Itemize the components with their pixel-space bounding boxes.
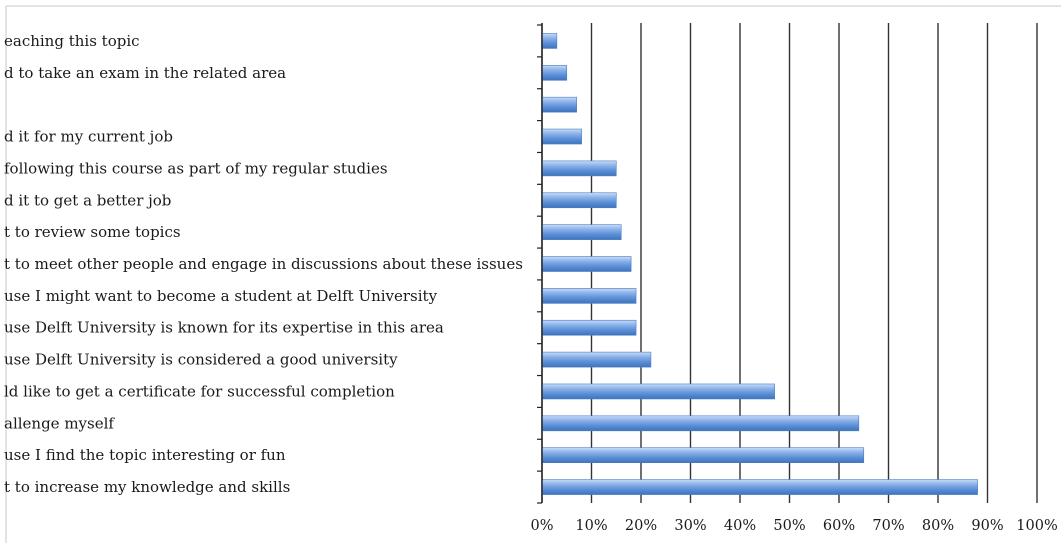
x-tick-label: 80% (922, 518, 954, 534)
category-label: t to review some topics (4, 223, 181, 241)
category-label: use I find the topic interesting or fun (4, 446, 286, 464)
category-label: t to meet other people and engage in dis… (4, 255, 523, 273)
x-tick-labels: 0% 10% 20% 30% 40% 50% 60% 70% 80% 90% 100% (530, 518, 1057, 534)
category-label: use Delft University is known for its ex… (4, 319, 444, 337)
category-label: ld like to get a certificate for success… (4, 382, 395, 400)
bar (541, 256, 632, 272)
x-tick-label: 10% (575, 518, 607, 534)
category-label: t to increase my knowledge and skills (4, 478, 290, 496)
frame-lines (5, 5, 1061, 543)
category-labels: eaching this topic d to take an exam in t… (4, 32, 523, 496)
bar (541, 224, 622, 240)
x-tick-label: 90% (971, 518, 1003, 534)
category-label: d it to get a better job (4, 191, 171, 209)
category-label: allenge myself (4, 414, 115, 432)
bar (541, 96, 577, 113)
bar (541, 383, 775, 400)
bar (541, 65, 568, 81)
x-tick-label: 30% (674, 518, 706, 534)
category-label: eaching this topic (4, 32, 140, 50)
x-tick-label: 0% (530, 518, 553, 534)
bar (541, 319, 637, 336)
category-label: use Delft University is considered a goo… (4, 351, 398, 369)
bars (541, 33, 978, 495)
x-tick-label: 20% (625, 518, 657, 534)
bar (541, 128, 582, 145)
bar (541, 479, 978, 495)
x-tick-label: 100% (1016, 518, 1057, 534)
bar (541, 288, 637, 304)
bar (541, 33, 558, 49)
category-label: d it for my current job (4, 128, 173, 146)
bar (541, 351, 652, 368)
bar (541, 160, 617, 177)
category-label: following this course as part of my regu… (4, 159, 388, 177)
x-tick-label: 70% (872, 518, 904, 534)
bar (541, 192, 617, 209)
x-tick-label: 40% (724, 518, 756, 534)
x-tick-label: 60% (823, 518, 855, 534)
category-label: use I might want to become a student at … (4, 287, 438, 305)
bar (541, 415, 860, 432)
category-label: d to take an exam in the related area (4, 64, 286, 82)
x-tick-label: 50% (773, 518, 805, 534)
bar (541, 447, 865, 464)
y-axis (537, 23, 543, 504)
